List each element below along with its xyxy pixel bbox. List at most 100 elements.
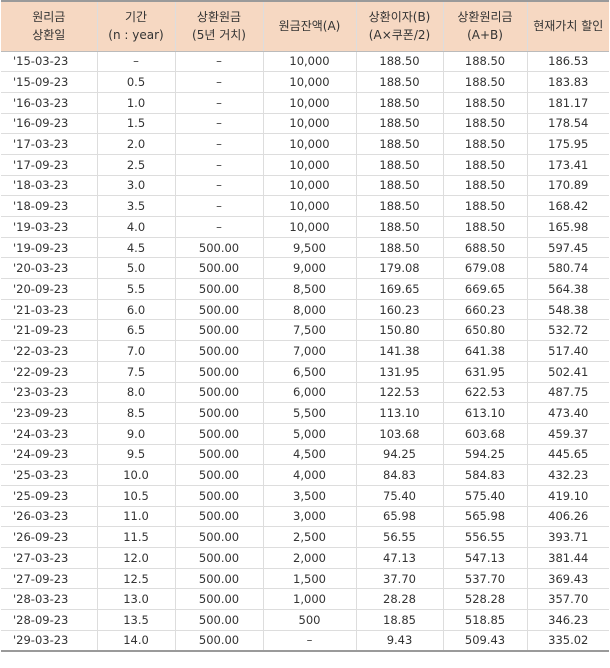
- cell-present-value: 178.54: [526, 113, 609, 135]
- cell-period: 1.5: [96, 113, 176, 135]
- cell-principal-repayment: 500.00: [174, 588, 264, 611]
- table-row: '27-09-23 12.5 500.00 1,500 37.70 537.70 369.4…: [1, 568, 609, 590]
- cell-period: 12.0: [96, 547, 176, 569]
- table-row: '28-09-23 13.5 500.00 500 18.85 518.85 346.23: [1, 609, 609, 631]
- header-line: 원리금: [32, 10, 66, 25]
- cell-principal-balance: 5,500: [262, 402, 357, 424]
- cell-date: '24-09-23: [1, 444, 98, 466]
- cell-period: 4.5: [96, 237, 176, 259]
- cell-principal-balance: 10,000: [262, 92, 357, 114]
- cell-total-repayment: 603.68: [442, 423, 528, 445]
- cell-principal-balance: 10,000: [262, 71, 357, 93]
- cell-interest: 160.23: [355, 299, 444, 321]
- cell-period: 7.0: [96, 340, 176, 362]
- cell-principal-repayment: 500.00: [174, 319, 264, 342]
- cell-period: 8.5: [96, 402, 176, 424]
- table-row: '24-09-23 9.5 500.00 4,500 94.25 594.25 445.65: [1, 444, 609, 466]
- cell-total-repayment: 518.85: [442, 609, 528, 631]
- table-row: '16-09-23 1.5–10,000 188.50 188.50 178.54: [1, 113, 609, 135]
- cell-principal-repayment: 500.00: [174, 257, 264, 280]
- cell-interest: 188.50: [355, 51, 444, 73]
- cell-present-value: 564.38: [526, 278, 609, 300]
- header-line: (n : year): [108, 28, 164, 43]
- cell-principal-repayment: 500.00: [174, 444, 264, 466]
- cell-principal-repayment: 500.00: [174, 361, 264, 383]
- cell-period: 11.0: [96, 506, 176, 528]
- cell-present-value: 186.53: [526, 51, 609, 73]
- cell-total-repayment: 622.53: [442, 382, 528, 404]
- cell-date: '17-09-23: [1, 154, 98, 176]
- cell-present-value: 335.02: [526, 630, 609, 652]
- cell-principal-balance: 3,500: [262, 485, 357, 507]
- cell-total-repayment: 188.50: [442, 195, 528, 217]
- cell-period: 4.0: [96, 216, 176, 238]
- cell-interest: 94.25: [355, 444, 444, 466]
- cell-principal-repayment: 500.00: [174, 237, 264, 259]
- cell-principal-repayment: 500.00: [174, 340, 264, 362]
- cell-period: 5.0: [96, 257, 176, 280]
- cell-total-repayment: 188.50: [442, 51, 528, 73]
- cell-date: '29-03-23: [1, 630, 98, 652]
- cell-present-value: 445.65: [526, 444, 609, 466]
- cell-interest: 188.50: [355, 216, 444, 238]
- header-interest: 상환이자(B) (A×쿠폰/2): [355, 0, 444, 52]
- table-row: '17-03-23 2.0–10,000 188.50 188.50 175.95: [1, 133, 609, 155]
- cell-period: 14.0: [96, 630, 176, 652]
- cell-interest: 28.28: [355, 588, 444, 611]
- cell-period: 3.0: [96, 175, 176, 197]
- header-line: (A×쿠폰/2): [368, 28, 431, 43]
- cell-date: '23-09-23: [1, 402, 98, 424]
- cell-total-repayment: 547.13: [442, 547, 528, 569]
- cell-total-repayment: 556.55: [442, 526, 528, 548]
- header-line: 상환원금: [196, 10, 242, 25]
- table-row: '22-09-23 7.5 500.00 6,500 131.95 631.95 502.4…: [1, 361, 609, 383]
- cell-principal-balance: 1,500: [262, 568, 357, 590]
- cell-principal-balance: 6,500: [262, 361, 357, 383]
- cell-principal-repayment: 500.00: [174, 464, 264, 486]
- cell-total-repayment: 528.28: [442, 588, 528, 611]
- table-row: '28-03-23 13.0 500.00 1,000 28.28 528.28 357.7…: [1, 588, 609, 611]
- cell-principal-repayment: –: [174, 216, 264, 238]
- cell-principal-balance: 2,500: [262, 526, 357, 548]
- header-total-repayment: 상환원리금 (A+B): [442, 0, 528, 52]
- cell-date: '16-03-23: [1, 92, 98, 114]
- cell-total-repayment: 688.50: [442, 237, 528, 259]
- cell-interest: 141.38: [355, 340, 444, 362]
- cell-present-value: 393.71: [526, 526, 609, 548]
- cell-interest: 169.65: [355, 278, 444, 300]
- cell-total-repayment: 565.98: [442, 506, 528, 528]
- cell-principal-balance: 3,000: [262, 506, 357, 528]
- cell-principal-repayment: –: [174, 92, 264, 114]
- cell-principal-repayment: 500.00: [174, 485, 264, 507]
- table-row: '20-03-23 5.0 500.00 9,000 179.08 679.08 580.7…: [1, 257, 609, 280]
- cell-date: '26-09-23: [1, 526, 98, 548]
- cell-date: '17-03-23: [1, 133, 98, 155]
- header-line: 상환이자(B): [368, 10, 431, 25]
- cell-date: '20-09-23: [1, 278, 98, 300]
- cell-date: '15-03-23: [1, 51, 98, 73]
- cell-principal-repayment: 500.00: [174, 609, 264, 631]
- cell-present-value: 369.43: [526, 568, 609, 590]
- cell-principal-repayment: 500.00: [174, 568, 264, 590]
- table-row: '29-03-23 14.0 500.00–9.43 509.43 335.02: [1, 630, 609, 652]
- cell-principal-balance: 10,000: [262, 51, 357, 73]
- table-row: '21-09-23 6.5 500.00 7,500 150.80 650.80 532.7…: [1, 319, 609, 342]
- cell-interest: 188.50: [355, 92, 444, 114]
- cell-present-value: 183.83: [526, 71, 609, 93]
- cell-total-repayment: 188.50: [442, 154, 528, 176]
- header-row: 원리금 상환일 기간 (n : year) 상환원금 (5년 거치) 원금잔액(A) 상환이자…: [1, 0, 609, 52]
- cell-present-value: 381.44: [526, 547, 609, 569]
- cell-present-value: 532.72: [526, 319, 609, 342]
- cell-total-repayment: 669.65: [442, 278, 528, 300]
- header-repayment-date: 원리금 상환일: [1, 0, 98, 52]
- cell-period: 12.5: [96, 568, 176, 590]
- cell-principal-repayment: –: [174, 113, 264, 135]
- cell-principal-balance: 4,500: [262, 444, 357, 466]
- cell-date: '22-09-23: [1, 361, 98, 383]
- cell-period: 6.5: [96, 319, 176, 342]
- table-row: '23-03-23 8.0 500.00 6,000 122.53 622.53 487.7…: [1, 382, 609, 404]
- cell-present-value: 580.74: [526, 257, 609, 280]
- table-row: '16-03-23 1.0–10,000 188.50 188.50 181.17: [1, 92, 609, 114]
- cell-date: '19-03-23: [1, 216, 98, 238]
- cell-present-value: 170.89: [526, 175, 609, 197]
